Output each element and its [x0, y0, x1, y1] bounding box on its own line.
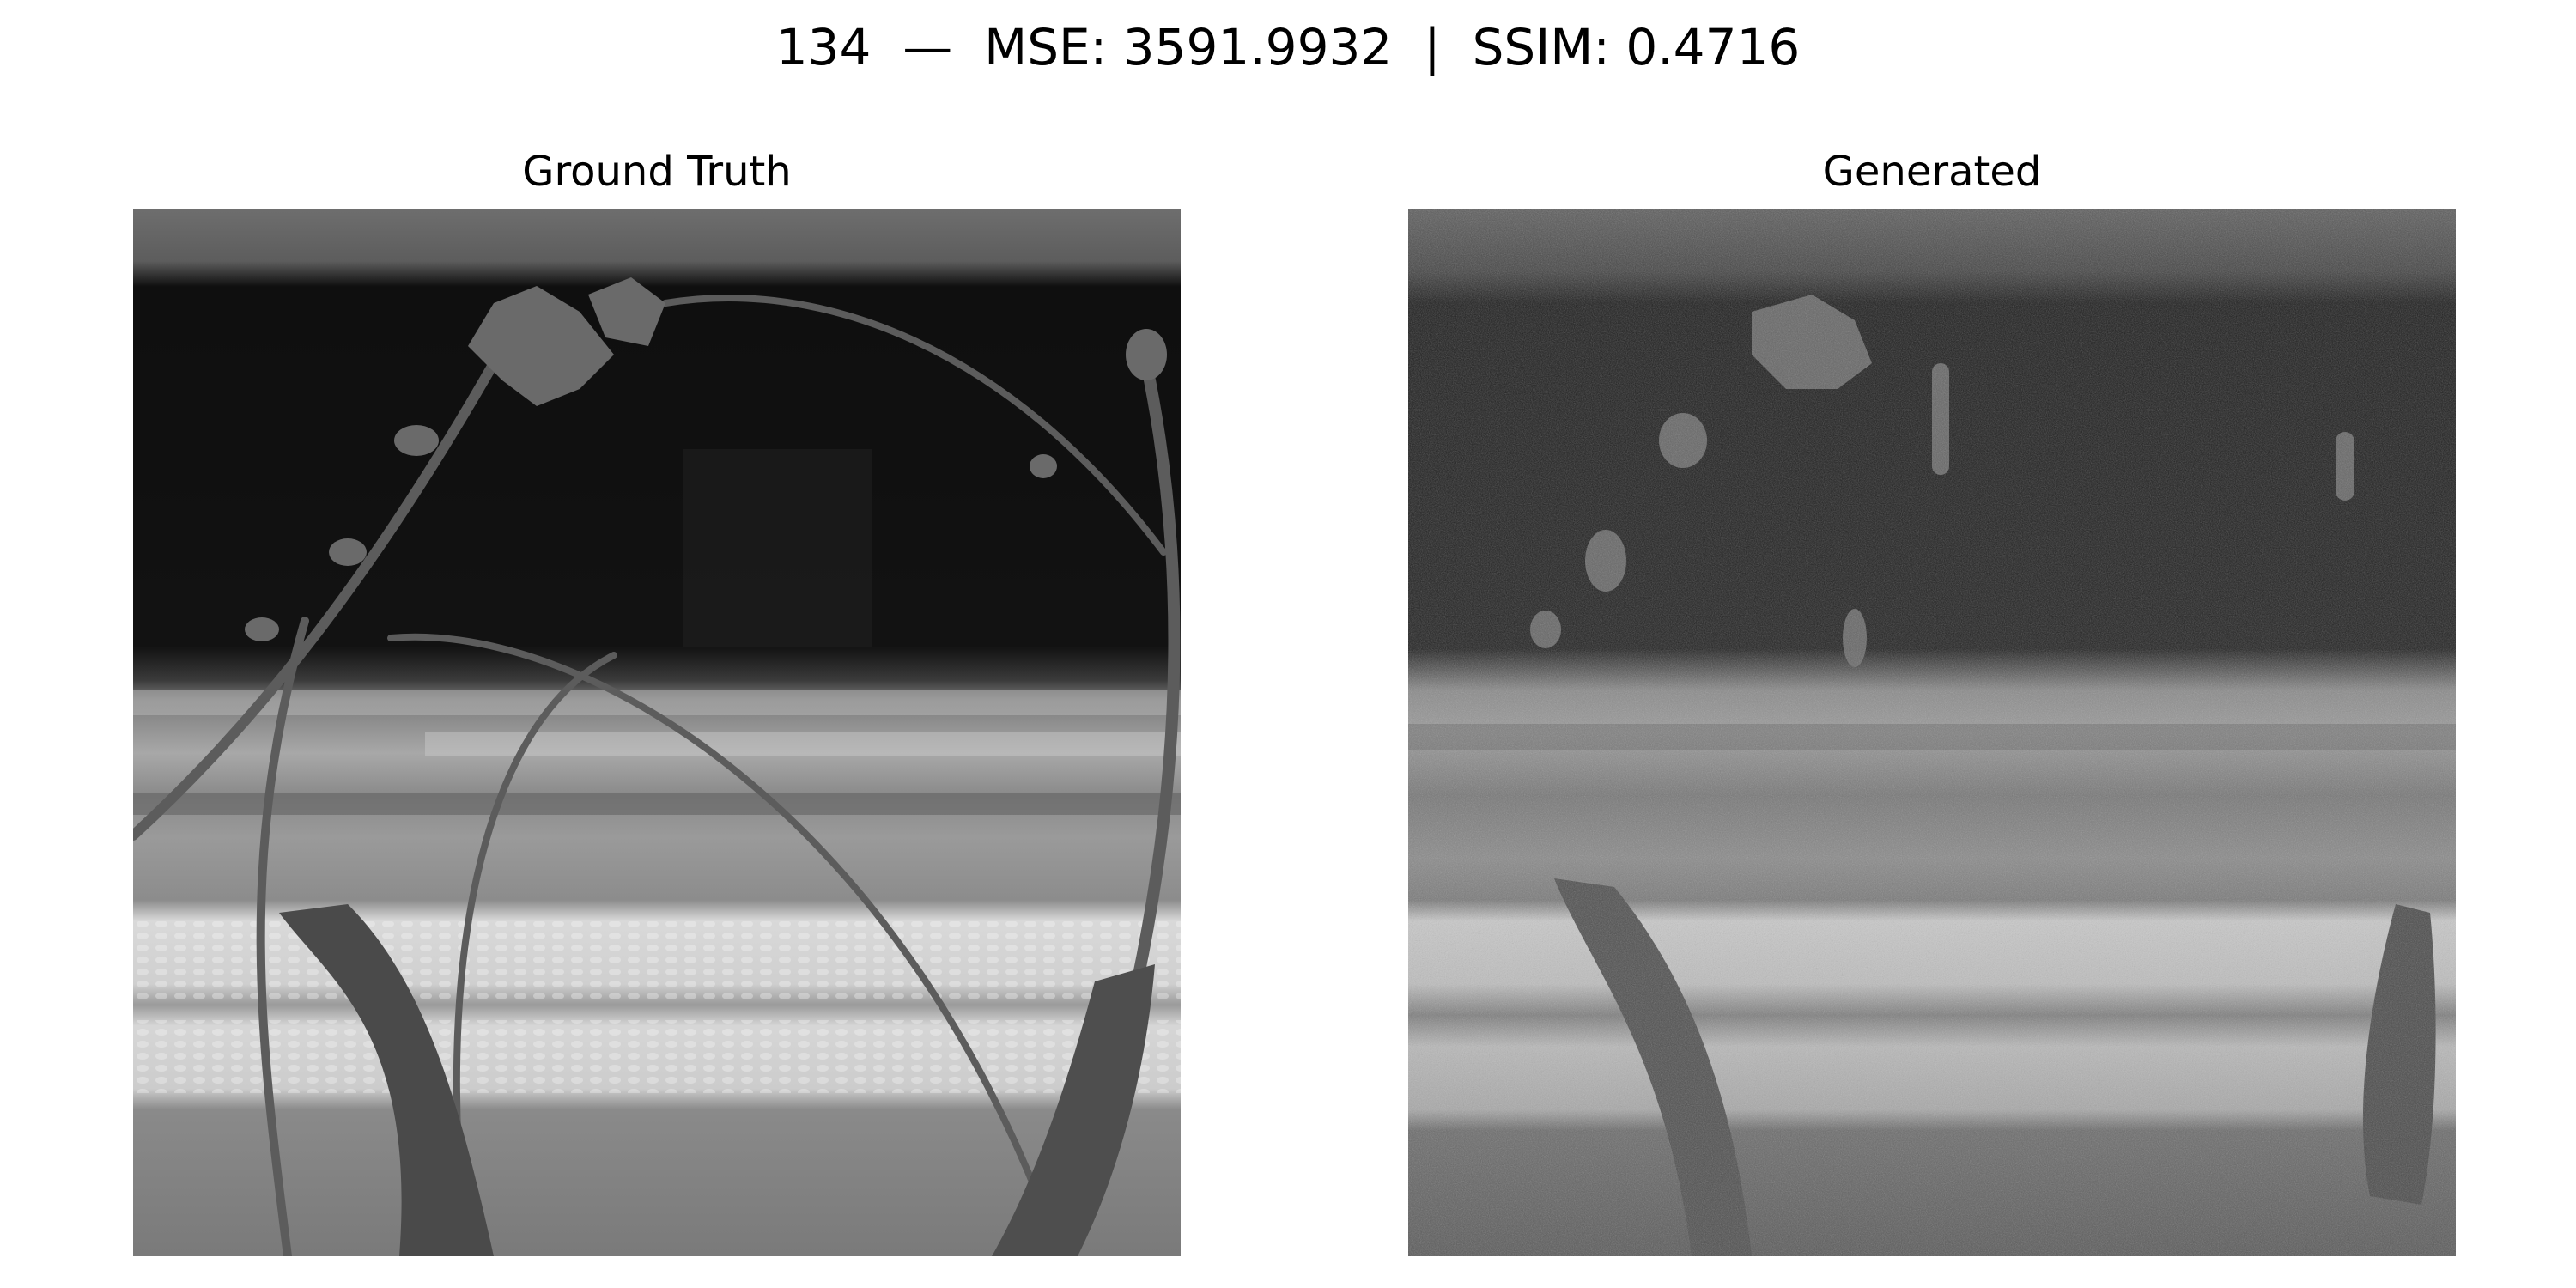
generated-image	[1408, 209, 2456, 1256]
panel-title-generated: Generated	[1822, 148, 2042, 196]
panel-title-ground-truth: Ground Truth	[522, 148, 792, 196]
generated-image-canvas	[1408, 209, 2456, 1256]
ground-truth-image-canvas	[133, 209, 1181, 1256]
ground-truth-image	[133, 209, 1181, 1256]
figure-title: 134 — MSE: 3591.9932 | SSIM: 0.4716	[775, 18, 1801, 76]
